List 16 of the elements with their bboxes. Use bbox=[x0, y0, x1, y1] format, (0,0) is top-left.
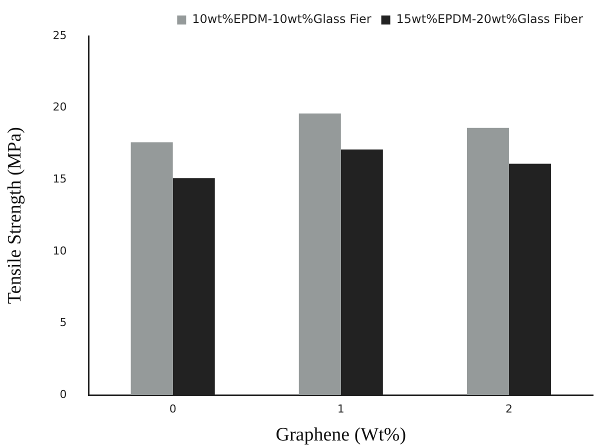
x-tick-label: 1 bbox=[337, 402, 344, 416]
y-tick-label: 15 bbox=[52, 172, 67, 186]
x-axis-title: Graphene (Wt%) bbox=[276, 424, 406, 446]
y-tick-label: 0 bbox=[60, 388, 67, 401]
y-tick-label: 10 bbox=[52, 244, 67, 258]
y-tick-label: 25 bbox=[52, 28, 67, 42]
legend-label: 10wt%EPDM-10wt%Glass Fier bbox=[192, 12, 372, 26]
y-tick-label: 5 bbox=[60, 316, 67, 330]
bar bbox=[466, 128, 509, 395]
y-tick-label: 20 bbox=[52, 100, 67, 114]
legend-label: 15wt%EPDM-20wt%Glass Fiber bbox=[396, 12, 584, 26]
y-axis-title: Tensile Strength (MPa) bbox=[4, 126, 26, 304]
x-tick-label: 0 bbox=[169, 402, 176, 416]
x-tick-label: 2 bbox=[505, 402, 512, 416]
bar bbox=[298, 114, 341, 395]
bar bbox=[130, 142, 173, 395]
